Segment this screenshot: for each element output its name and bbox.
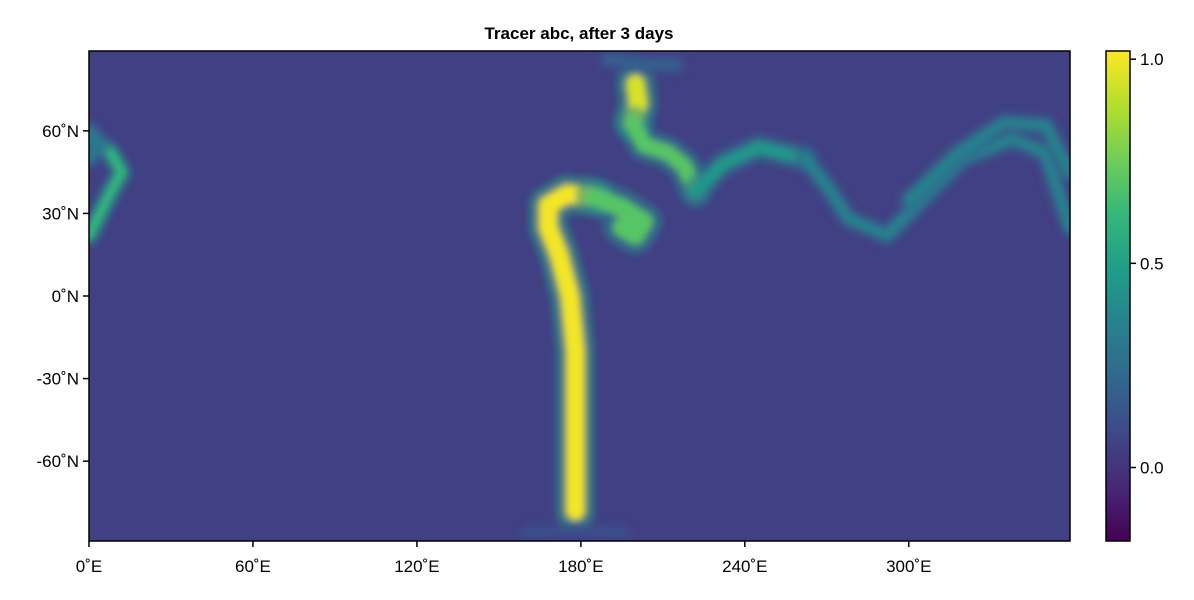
colorbar-bar — [1105, 50, 1131, 542]
y-axis: 60˚N 30˚N 0˚N -30˚N -60˚N — [36, 122, 89, 471]
heatmap-plot — [88, 50, 1071, 542]
tracer-filament — [522, 525, 629, 537]
x-axis: 0˚E 60˚E 120˚E 180˚E 240˚E 300˚E — [76, 541, 931, 576]
y-tick-label: 30˚N — [42, 204, 79, 223]
y-tick-label: 0˚N — [52, 287, 79, 306]
x-tick-label: 240˚E — [722, 557, 767, 576]
tracer-filament — [688, 140, 812, 199]
tracer-filament — [903, 117, 1070, 206]
x-tick-label: 180˚E — [558, 557, 603, 576]
y-tick-label: -30˚N — [36, 370, 79, 389]
tracer-filament — [602, 53, 682, 71]
tracer-filament — [538, 184, 605, 521]
colorbar-tick-label: 0.0 — [1140, 459, 1164, 478]
colorbar-ticks: 1.0 0.5 0.0 — [1130, 50, 1164, 478]
tracer-filament — [584, 187, 654, 245]
tracer-filament — [89, 125, 106, 164]
tracer-field — [89, 51, 1070, 541]
tracer-filament — [624, 114, 704, 200]
x-tick-label: 120˚E — [394, 557, 439, 576]
colorbar: 1.0 0.5 0.0 — [1105, 50, 1164, 542]
x-tick-label: 300˚E — [886, 557, 931, 576]
y-tick-label: -60˚N — [36, 452, 79, 471]
colorbar-tick-label: 1.0 — [1140, 50, 1164, 69]
x-tick-label: 60˚E — [235, 557, 271, 576]
y-tick-label: 60˚N — [42, 122, 79, 141]
x-tick-label: 0˚E — [76, 557, 102, 576]
colorbar-tick-label: 0.5 — [1140, 254, 1164, 273]
chart-title: Tracer abc, after 3 days — [484, 24, 673, 43]
